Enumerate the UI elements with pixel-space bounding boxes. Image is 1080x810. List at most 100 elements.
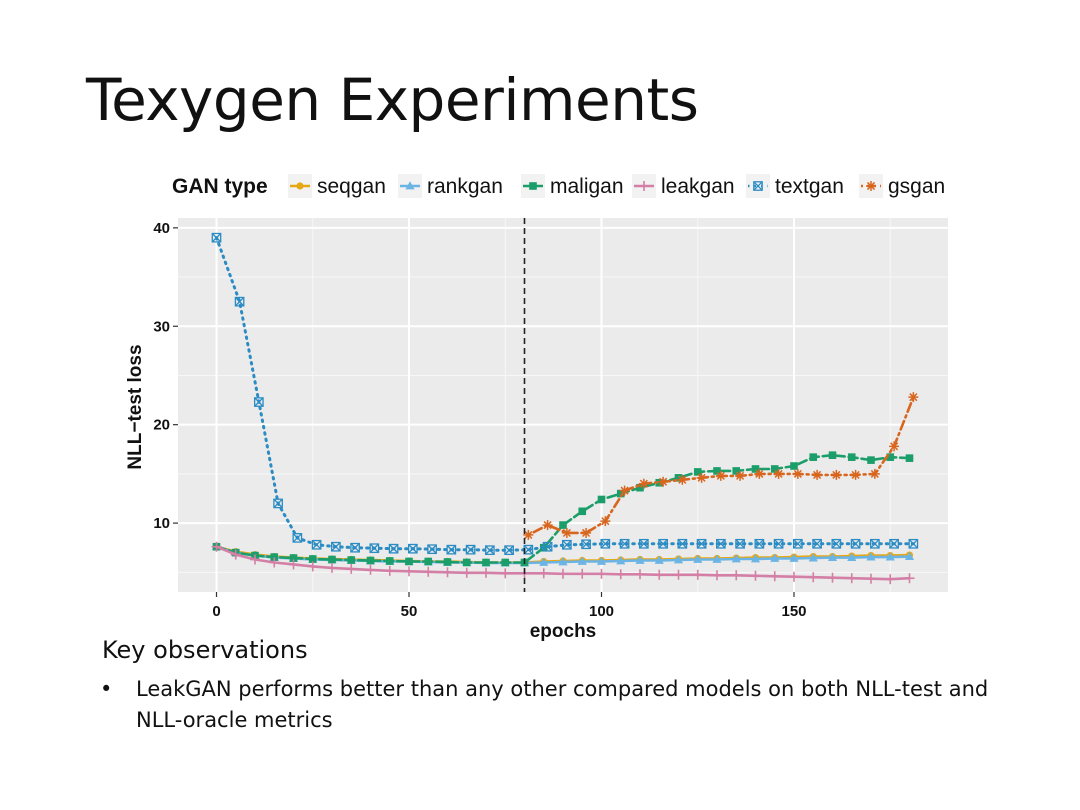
gsgan-point <box>715 470 726 481</box>
gsgan-point <box>908 392 919 403</box>
rankgan-point <box>654 555 664 564</box>
textgan-point <box>812 538 822 549</box>
legend-key-marker <box>753 181 763 191</box>
x-tick-label: 50 <box>401 603 418 620</box>
rankgan-point <box>673 555 684 564</box>
leakgan-point <box>885 574 896 585</box>
leakgan-point <box>481 567 491 578</box>
plot-panel <box>178 218 948 592</box>
maligan-point <box>289 554 298 562</box>
textgan-point <box>388 543 399 554</box>
leakgan-point <box>692 569 703 580</box>
gsgan-point <box>812 469 823 480</box>
gsgan-point <box>523 529 534 540</box>
gsgan-point <box>850 469 861 480</box>
rankgan-point <box>539 557 549 566</box>
legend-label: leakgan <box>661 175 735 198</box>
rankgan-point <box>885 552 895 561</box>
textgan-point <box>870 538 880 549</box>
textgan-point <box>773 538 784 549</box>
textgan-point <box>581 539 591 550</box>
rankgan-point <box>635 555 645 564</box>
maligan-point <box>347 556 356 564</box>
y-axis-label: NLL−test loss <box>125 344 146 469</box>
maligan-point <box>385 557 394 565</box>
legend-key-marker <box>296 182 304 190</box>
textgan-point <box>234 296 245 307</box>
legend-label: textgan <box>775 175 844 198</box>
leakgan-point <box>211 541 222 552</box>
observation-bullet: • LeakGAN performs better than any other… <box>100 674 1000 736</box>
gsgan-point <box>658 476 669 487</box>
leakgan-point <box>712 570 722 581</box>
textgan-point <box>696 538 707 549</box>
maligan-point <box>462 558 471 567</box>
x-tick-label: 0 <box>212 603 220 620</box>
maligan-point <box>655 478 664 487</box>
leakgan-point <box>827 572 838 583</box>
y-tick-label: 30 <box>153 318 170 335</box>
maligan-point <box>809 453 818 461</box>
leakgan-point <box>731 570 742 581</box>
maligan-point <box>732 467 741 475</box>
textgan-point <box>850 538 861 549</box>
gsgan-point <box>889 441 900 452</box>
textgan-point <box>908 538 919 549</box>
maligan-point <box>501 558 510 567</box>
gsgan-point <box>754 468 765 479</box>
legend-item-leakgan: leakgan <box>632 174 735 198</box>
series-leakgan <box>211 541 915 585</box>
rankgan-point <box>558 557 568 566</box>
textgan-point <box>292 533 303 543</box>
leakgan-point <box>365 564 376 575</box>
maligan-point <box>790 462 798 470</box>
textgan-point <box>600 538 611 549</box>
observation-text: LeakGAN performs better than any other c… <box>136 677 989 732</box>
gsgan-point <box>638 478 649 489</box>
leakgan-point <box>442 567 453 578</box>
maligan-point <box>559 521 567 529</box>
maligan-point <box>578 507 587 516</box>
leakgan-point <box>615 569 626 580</box>
legend-item-seqgan: seqgan <box>288 174 386 198</box>
legend-title: GAN type <box>172 175 268 198</box>
textgan-point <box>504 545 514 556</box>
textgan-point <box>350 542 360 553</box>
leakgan-point <box>384 565 395 576</box>
leakgan-point <box>461 567 472 578</box>
legend-label: maligan <box>550 175 624 198</box>
chart-legend: GAN type seqgan rankgan maligan leakgan text… <box>172 174 945 198</box>
rankgan-point <box>596 556 607 565</box>
legend-label: rankgan <box>427 175 503 198</box>
textgan-point <box>311 539 322 550</box>
gsgan-point <box>792 468 803 479</box>
maligan-point <box>424 557 433 566</box>
leakgan-point <box>596 568 607 579</box>
gsgan-point <box>561 527 572 538</box>
textgan-point <box>484 545 495 556</box>
textgan-point <box>330 541 341 552</box>
leakgan-point <box>577 568 588 579</box>
leakgan-point <box>538 568 549 579</box>
legend-key-marker <box>529 182 537 190</box>
legend-label: gsgan <box>888 175 945 198</box>
textgan-point <box>677 538 688 549</box>
maligan-point <box>713 467 721 475</box>
x-axis-ticks: 0 50 100 150 <box>212 592 807 620</box>
legend-item-textgan: textgan <box>746 174 844 198</box>
leakgan-point <box>673 569 684 580</box>
textgan-point <box>716 538 726 549</box>
maligan-point <box>886 453 895 461</box>
textgan-point <box>273 498 283 509</box>
leakgan-point <box>269 557 280 568</box>
leakgan-point <box>250 554 260 565</box>
y-tick-label: 10 <box>153 515 170 532</box>
textgan-point <box>889 538 899 549</box>
maligan-point <box>366 556 375 565</box>
leakgan-point <box>423 566 434 577</box>
textgan-point <box>619 538 630 549</box>
maligan-point <box>597 495 606 504</box>
textgan-point <box>407 543 418 554</box>
x-axis-label: epochs <box>530 621 597 642</box>
